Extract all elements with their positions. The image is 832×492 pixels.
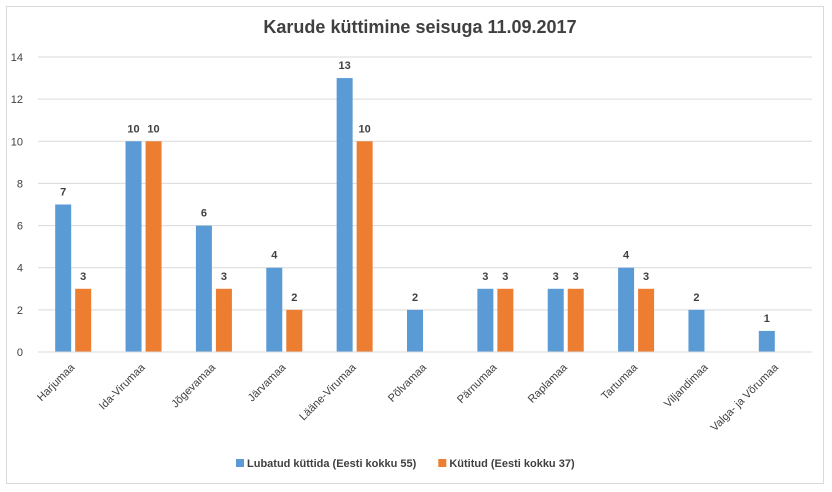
x-tick-label: Jõgevamaa [169,361,218,410]
data-label: 4 [623,250,630,262]
chart-frame [6,6,824,484]
bar [125,141,142,352]
y-tick-label: 4 [17,263,23,275]
bar [215,288,232,352]
y-axis: 0 2 4 6 8 10 12 14 [11,52,23,359]
bar [356,141,373,352]
x-tick-label: Pärnumaa [455,361,500,406]
x-tick-label: Raplamaa [526,361,571,406]
x-tick-label: Valga- ja Võrumaa [709,361,782,434]
data-label: 2 [693,292,699,304]
data-label: 1 [764,313,770,325]
y-tick-label: 10 [11,136,23,148]
data-label: 3 [502,271,508,283]
bar [286,309,303,352]
bar [638,288,655,352]
data-label: 10 [147,123,159,135]
data-label: 3 [80,271,86,283]
data-label: 13 [339,60,351,72]
legend-label: Kütitud (Eesti kokku 37) [449,458,575,470]
bar [336,78,353,353]
data-label: 3 [221,271,227,283]
data-label: 10 [359,123,371,135]
y-tick-label: 6 [17,221,23,233]
bar [497,288,514,352]
x-tick-label: Ida-Virumaa [97,361,148,412]
x-tick-label: Harjumaa [35,361,78,404]
data-label: 4 [271,250,278,262]
y-tick-label: 2 [17,305,23,317]
bar [547,288,564,352]
legend: Lubatud küttida (Eesti kokku 55) Kütitud … [236,458,575,470]
bar [618,267,635,352]
data-label: 6 [201,208,207,220]
bar [145,141,162,352]
bar [407,309,423,352]
chart-title: Karude küttimine seisuga 11.09.2017 [263,17,576,37]
bar [477,288,494,352]
y-tick-label: 8 [17,178,23,190]
y-tick-label: 12 [11,94,23,106]
bar [758,330,775,352]
x-tick-label: Tartumaa [599,361,641,403]
legend-swatch [438,459,447,467]
x-tick-label: Järvamaa [246,361,289,404]
data-label: 3 [553,271,559,283]
data-label: 2 [291,292,297,304]
bar [195,225,212,352]
bar [55,204,72,352]
data-label: 2 [412,292,418,304]
legend-label: Lubatud küttida (Eesti kokku 55) [247,458,417,470]
x-axis: Harjumaa Ida-Virumaa Jõgevamaa Järvamaa Lään… [35,351,812,434]
y-tick-label: 14 [11,52,23,64]
data-label: 3 [643,271,649,283]
bar [75,288,92,352]
y-tick-label: 0 [17,347,23,359]
bar [688,309,705,352]
bars [55,78,775,353]
bar [567,288,584,352]
x-tick-label: Viljandimaa [662,361,711,410]
data-label: 10 [127,123,139,135]
data-labels: 7 3 10 10 6 3 4 2 13 10 2 3 3 3 3 4 3 2 1 [60,60,770,325]
data-label: 3 [573,271,579,283]
legend-swatch [236,459,244,467]
data-label: 3 [482,271,488,283]
bar [266,267,283,352]
x-tick-label: Lääne-Virumaa [297,361,359,423]
x-tick-label: Põlvamaa [386,361,430,405]
data-label: 7 [60,187,66,199]
